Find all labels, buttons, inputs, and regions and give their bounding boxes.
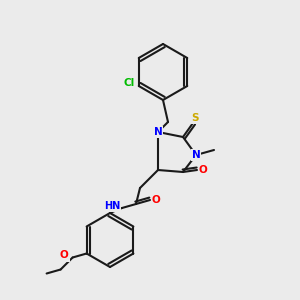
Text: O: O [199, 165, 207, 175]
Text: O: O [60, 250, 69, 260]
Text: S: S [191, 113, 199, 123]
Text: N: N [154, 127, 162, 137]
Text: Cl: Cl [123, 78, 134, 88]
Text: O: O [152, 195, 160, 205]
Text: N: N [192, 150, 200, 160]
Text: HN: HN [104, 201, 120, 211]
